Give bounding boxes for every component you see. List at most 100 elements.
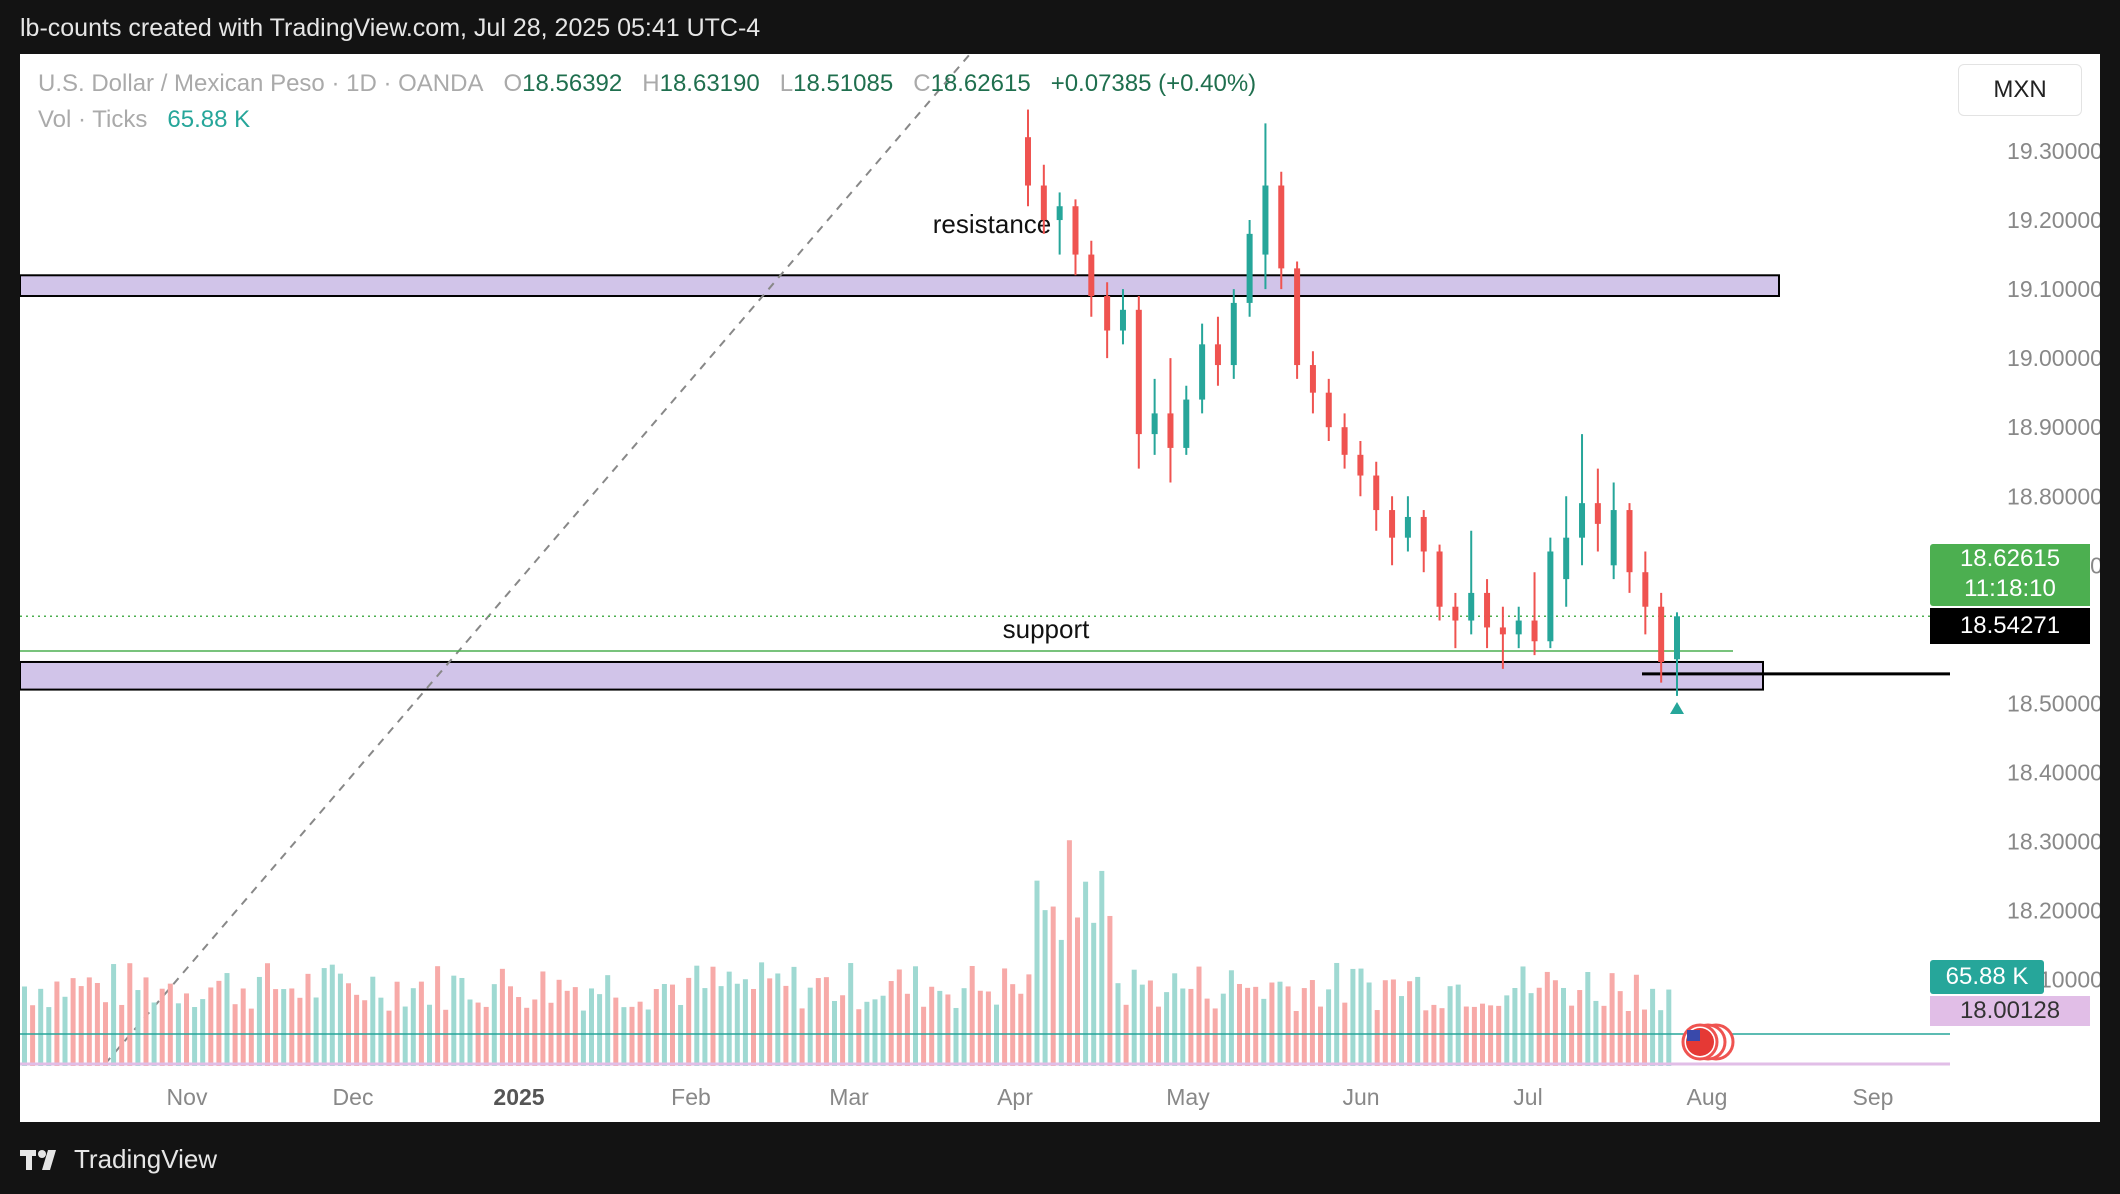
volume-bar [1552, 980, 1558, 1066]
candle [1088, 240, 1095, 317]
volume-bar [86, 977, 92, 1066]
x-tick-label: Jul [1513, 1084, 1542, 1110]
volume-bar [815, 978, 821, 1066]
candle-body [1531, 620, 1538, 642]
volume-bar [1544, 971, 1550, 1066]
x-tick-label: Aug [1687, 1084, 1728, 1110]
candle [1104, 282, 1111, 359]
zone-support [20, 660, 1764, 691]
chart-area[interactable]: resistance support 19.30000 19.20000 19.100… [20, 54, 2100, 1122]
volume-bar [1139, 984, 1145, 1066]
candle [1357, 441, 1364, 497]
x-tick-label: Feb [671, 1084, 711, 1110]
y-tick-label: 18.30000 [2007, 829, 2100, 855]
volume-bar [1091, 922, 1097, 1066]
volume-bar [1002, 968, 1008, 1066]
candle-body [1135, 309, 1142, 435]
volume-bar [38, 988, 44, 1066]
volume-bar [742, 979, 748, 1066]
last-price-tag: 18.62615 11:18:10 [1930, 544, 2090, 606]
volume-bar [46, 1007, 52, 1066]
candle-body [1040, 185, 1047, 221]
footer-brand[interactable]: TradingView [20, 1144, 217, 1175]
legend-low-label: L [779, 70, 794, 97]
volume-bar [1528, 993, 1534, 1066]
volume-bar [937, 990, 943, 1066]
candle-body [1515, 620, 1522, 635]
candle-body [1404, 516, 1411, 538]
candle-body [1436, 551, 1443, 607]
volume-bar [216, 980, 222, 1066]
candle-body [1341, 427, 1348, 455]
volume-bar [840, 995, 846, 1066]
volume-bar [1471, 1006, 1477, 1066]
volume-bar [564, 990, 570, 1066]
legend-change: +0.07385 (+0.40%) [1050, 70, 1257, 97]
legend-row-price: U.S. Dollar / Mexican Peso · 1D · OANDA … [38, 70, 1256, 98]
candle [1468, 530, 1475, 635]
volume-bar [921, 1006, 927, 1066]
volume-bar [589, 988, 594, 1066]
volume-bar [945, 994, 951, 1066]
currency-button[interactable]: MXN [1958, 64, 2082, 116]
candle [1452, 592, 1459, 649]
volume-bar [1488, 1005, 1494, 1066]
volume-bar [961, 988, 967, 1066]
volume-bar [856, 1009, 862, 1066]
candle-body [1056, 206, 1063, 221]
volume-bar [240, 988, 246, 1066]
volume-bar [483, 1006, 489, 1066]
candle-body [1674, 616, 1680, 660]
candle-body [1420, 516, 1427, 552]
candle-body [1610, 510, 1617, 566]
volume-bar [1058, 939, 1064, 1066]
volume-bar [977, 990, 983, 1066]
legend-symbol[interactable]: U.S. Dollar / Mexican Peso · 1D · OANDA [38, 70, 484, 97]
volume-bar [167, 983, 173, 1066]
legend-high: 18.63190 [659, 70, 760, 97]
y-tick-label: 19.00000 [2007, 345, 2100, 371]
candle [1389, 496, 1396, 566]
volume-bar [1399, 996, 1404, 1066]
volume-bar [848, 963, 854, 1066]
volume-bar [22, 986, 27, 1066]
volume-bar [281, 989, 287, 1066]
volume-bar [62, 996, 68, 1066]
legend-volume-label[interactable]: Vol · Ticks [38, 106, 148, 133]
volume-bar [305, 973, 311, 1066]
candle [1230, 289, 1237, 379]
x-tick-label: Dec [333, 1084, 374, 1110]
candle [1294, 261, 1301, 379]
candle-body [1214, 344, 1221, 366]
volume-bar [1180, 988, 1186, 1066]
volume-bar [1390, 979, 1396, 1066]
candle-body [1579, 503, 1586, 538]
volume-bar [1172, 973, 1178, 1066]
price-chart[interactable]: resistance support 19.30000 19.20000 19.100… [20, 54, 2100, 1122]
volume-bar [111, 964, 117, 1066]
volume-bar [1561, 987, 1566, 1066]
volume-bar [1220, 993, 1226, 1066]
chart-header-text: lb-counts created with TradingView.com, … [20, 14, 761, 42]
volume-bar [1164, 992, 1170, 1066]
candle [1056, 192, 1063, 255]
volume-bar [362, 1000, 368, 1066]
volume-bar [1633, 974, 1639, 1066]
horizontal-line-tag: 18.54271 [1930, 608, 2090, 644]
volume-bar [143, 977, 149, 1066]
volume-bar [1439, 1008, 1445, 1066]
volume-bar [370, 976, 376, 1066]
candle [1515, 606, 1522, 649]
volume-bar [799, 1008, 805, 1066]
last-price: 18.62615 [1959, 545, 2061, 572]
volume-bar [208, 987, 214, 1066]
candle-body [1626, 510, 1633, 573]
candle [1642, 551, 1649, 635]
volume-bar [1431, 1004, 1437, 1066]
volume-bar [1034, 880, 1040, 1066]
volume-bar [232, 1004, 238, 1066]
y-tick-label: 18.20000 [2007, 898, 2100, 924]
volume-bar [1407, 981, 1413, 1066]
volume-bar [791, 966, 797, 1066]
candle [1436, 544, 1443, 621]
